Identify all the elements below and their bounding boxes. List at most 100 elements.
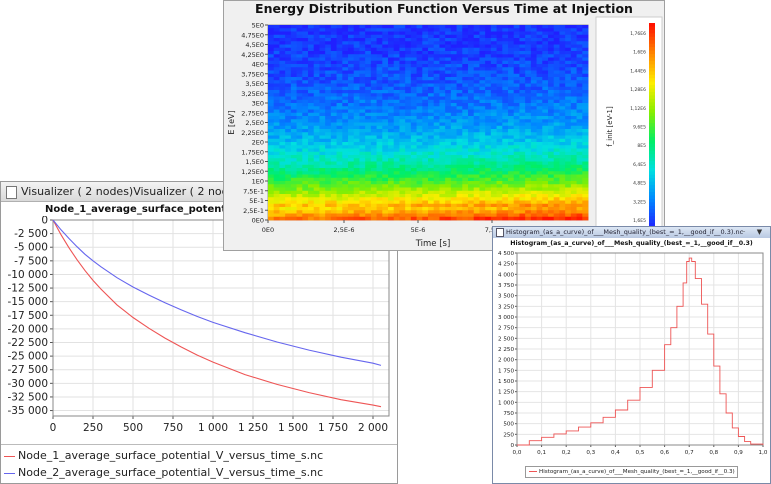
- y-tick-label: 7,5E-1: [243, 187, 264, 195]
- heatmap-cell: [290, 44, 297, 49]
- heatmap-cell: [319, 44, 326, 49]
- heatmap-cell: [582, 60, 589, 65]
- heatmap-cell: [342, 60, 349, 65]
- energy-heatmap-chart[interactable]: 5E04,75E04,5E04,25E04E03,75E03,5E03,25E0…: [224, 15, 664, 250]
- heatmap-cell: [370, 125, 377, 130]
- heatmap-cell: [279, 158, 286, 162]
- heatmap-cell: [445, 164, 452, 169]
- heatmap-cell: [485, 148, 492, 153]
- heatmap-cell: [496, 86, 503, 91]
- heatmap-cell: [405, 44, 412, 49]
- heatmap-cell: [370, 200, 377, 205]
- heatmap-cell: [536, 112, 543, 117]
- heatmap-cell: [273, 142, 280, 146]
- heatmap-cell: [416, 119, 423, 123]
- heatmap-cell: [582, 148, 589, 153]
- heatmap-cell: [325, 90, 332, 94]
- heatmap-cell: [422, 129, 429, 133]
- heatmap-cell: [416, 194, 423, 198]
- heatmap-cell: [273, 177, 280, 182]
- heatmap-cell: [405, 216, 412, 221]
- heatmap-cell: [576, 177, 583, 182]
- heatmap-cell: [450, 57, 457, 62]
- heatmap-cell: [445, 203, 452, 208]
- heatmap-cell: [342, 213, 349, 218]
- heatmap-cell: [416, 132, 423, 136]
- heatmap-cell: [382, 132, 389, 136]
- heatmap-cell: [416, 99, 423, 104]
- heatmap-cell: [308, 125, 315, 130]
- heatmap-cell: [439, 57, 446, 62]
- heatmap-cell: [485, 34, 492, 39]
- heatmap-cell: [273, 77, 280, 81]
- heatmap-cell: [285, 90, 292, 94]
- heatmap-cell: [548, 93, 555, 97]
- heatmap-cell: [302, 142, 309, 146]
- heatmap-cell: [365, 151, 372, 156]
- heatmap-cell: [273, 51, 280, 55]
- heatmap-cell: [399, 41, 406, 45]
- heatmap-cell: [462, 138, 469, 143]
- heatmap-cell: [342, 106, 349, 110]
- heatmap-cell: [319, 80, 326, 84]
- heatmap-cell: [370, 96, 377, 101]
- heatmap-cell: [428, 155, 435, 159]
- heatmap-cell: [382, 200, 389, 205]
- y-tick-label: 3,75E0: [241, 70, 264, 78]
- heatmap-cell: [422, 103, 429, 107]
- heatmap-cell: [348, 57, 355, 62]
- colorbar-segment: [649, 126, 655, 131]
- heatmap-cell: [313, 138, 320, 143]
- heatmap-cell: [319, 158, 326, 162]
- heatmap-cell: [479, 171, 486, 175]
- heatmap-cell: [565, 171, 572, 175]
- heatmap-cell: [473, 177, 480, 182]
- heatmap-cell: [279, 216, 286, 221]
- minimize-icon[interactable]: ⁻: [741, 228, 746, 237]
- heatmap-cell: [508, 73, 515, 78]
- heatmap-cell: [536, 96, 543, 101]
- heatmap-cell: [359, 138, 366, 143]
- heatmap-cell: [513, 54, 520, 58]
- heatmap-cell: [302, 213, 309, 218]
- heatmap-cell: [365, 103, 372, 107]
- heatmap-cell: [570, 148, 577, 153]
- heatmap-cell: [490, 161, 497, 166]
- heatmap-cell: [405, 86, 412, 91]
- heatmap-cell: [433, 112, 440, 117]
- heatmap-cell: [313, 103, 320, 107]
- heatmap-cell: [410, 210, 417, 214]
- heatmap-cell: [519, 194, 526, 198]
- heatmap-cell: [376, 77, 383, 81]
- heatmap-cell: [473, 142, 480, 146]
- heatmap-cell: [559, 158, 566, 162]
- heatmap-cell: [370, 28, 377, 32]
- heatmap-cell: [473, 158, 480, 162]
- heatmap-cell: [319, 64, 326, 68]
- heatmap-cell: [439, 203, 446, 208]
- heatmap-cell: [502, 168, 509, 172]
- heatmap-cell: [428, 112, 435, 117]
- heatmap-cell: [496, 177, 503, 182]
- histogram-titlebar[interactable]: Histogram_(as_a_curve)_of___Mesh_quality…: [493, 227, 770, 238]
- heatmap-cell: [553, 106, 560, 110]
- heatmap-cell: [330, 67, 337, 71]
- heatmap-cell: [388, 210, 395, 214]
- heatmap-cell: [548, 73, 555, 78]
- heatmap-cell: [582, 161, 589, 166]
- heatmap-cell: [582, 99, 589, 104]
- heatmap-cell: [445, 174, 452, 179]
- heatmap-cell: [313, 132, 320, 136]
- heatmap-cell: [536, 194, 543, 198]
- heatmap-cell: [439, 77, 446, 81]
- visualizer-chart[interactable]: 0-2 500-5 000-7 500-10 000-12 500-15 000…: [1, 216, 397, 448]
- heatmap-cell: [473, 181, 480, 185]
- heatmap-cell: [445, 109, 452, 114]
- chevron-down-icon[interactable]: ▼: [756, 228, 763, 236]
- heatmap-cell: [290, 90, 297, 94]
- heatmap-cell: [370, 142, 377, 146]
- heatmap-cell: [313, 93, 320, 97]
- heatmap-cell: [416, 47, 423, 52]
- colorbar-segment: [649, 164, 655, 169]
